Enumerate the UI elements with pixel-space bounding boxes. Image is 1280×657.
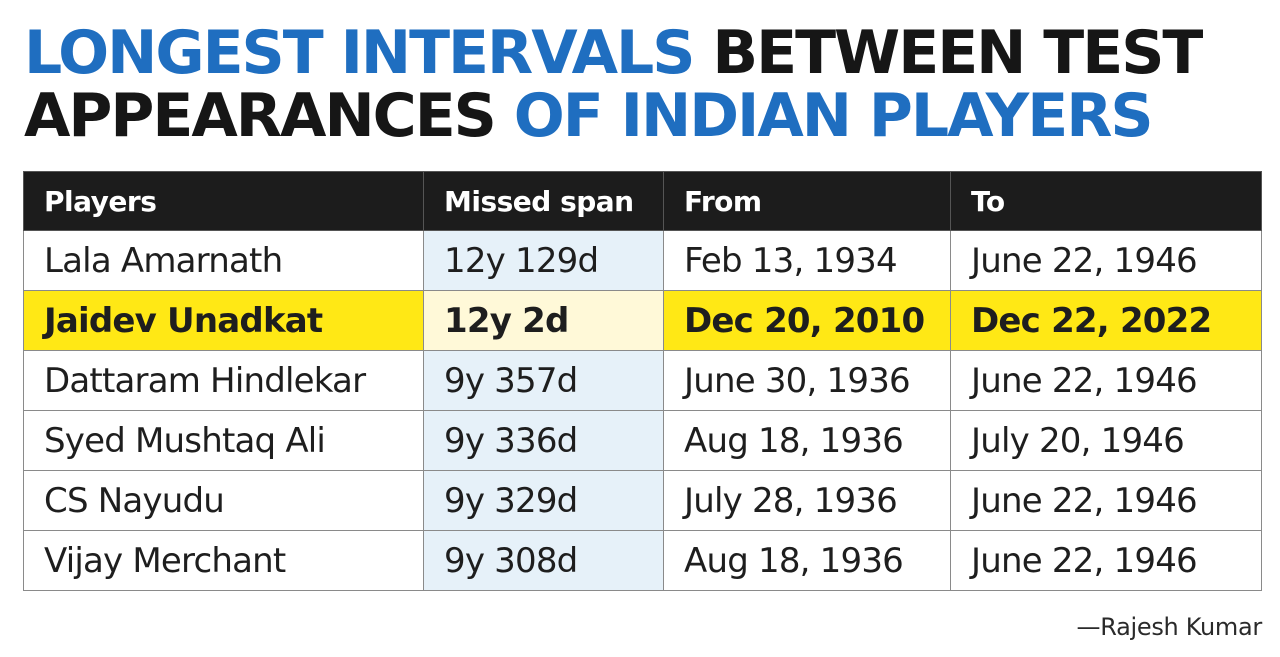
header-missed-span: Missed span — [423, 171, 664, 231]
title-line-2-highlight: OF INDIAN PLAYERS — [494, 81, 1154, 151]
cell-from: July 28, 1936 — [663, 470, 951, 531]
cell-to: June 22, 1946 — [950, 530, 1262, 591]
cell-player: Lala Amarnath — [23, 230, 424, 291]
cell-player: Jaidev Unadkat — [23, 290, 424, 351]
cell-player: CS Nayudu — [23, 470, 424, 531]
title-line-1: LONGEST INTERVALS BETWEEN TEST — [24, 22, 1264, 85]
table-row: Dattaram Hindlekar 9y 357d June 30, 1936… — [23, 350, 1262, 411]
cell-from: Dec 20, 2010 — [663, 290, 951, 351]
cell-player: Dattaram Hindlekar — [23, 350, 424, 411]
title-line-2-start: APPEARANCES — [24, 81, 497, 151]
cell-player: Syed Mushtaq Ali — [23, 410, 424, 471]
header-to: To — [950, 171, 1262, 231]
chart-title: LONGEST INTERVALS BETWEEN TEST APPEARANC… — [24, 22, 1264, 148]
cell-missed-span: 9y 336d — [423, 410, 664, 471]
cell-missed-span: 12y 2d — [423, 290, 664, 351]
title-line-1-highlight: LONGEST INTERVALS — [24, 18, 695, 88]
cell-from: Aug 18, 1936 — [663, 530, 951, 591]
table-header-row: Players Missed span From To — [23, 171, 1262, 231]
cell-missed-span: 9y 308d — [423, 530, 664, 591]
byline-credit: —Rajesh Kumar — [1076, 613, 1263, 641]
title-line-1-rest: BETWEEN TEST — [693, 18, 1203, 88]
cell-to: June 22, 1946 — [950, 470, 1262, 531]
table-row: CS Nayudu 9y 329d July 28, 1936 June 22,… — [23, 470, 1262, 531]
table-row: Vijay Merchant 9y 308d Aug 18, 1936 June… — [23, 530, 1262, 591]
cell-player: Vijay Merchant — [23, 530, 424, 591]
header-players: Players — [23, 171, 424, 231]
cell-to: June 22, 1946 — [950, 350, 1262, 411]
table-row: Lala Amarnath 12y 129d Feb 13, 1934 June… — [23, 230, 1262, 291]
title-line-2: APPEARANCES OF INDIAN PLAYERS — [24, 85, 1264, 148]
cell-to: June 22, 1946 — [950, 230, 1262, 291]
intervals-table: Players Missed span From To Lala Amarnat… — [23, 171, 1262, 591]
cell-missed-span: 12y 129d — [423, 230, 664, 291]
cell-missed-span: 9y 329d — [423, 470, 664, 531]
table-row: Syed Mushtaq Ali 9y 336d Aug 18, 1936 Ju… — [23, 410, 1262, 471]
cell-from: June 30, 1936 — [663, 350, 951, 411]
cell-from: Aug 18, 1936 — [663, 410, 951, 471]
header-from: From — [663, 171, 951, 231]
cell-to: Dec 22, 2022 — [950, 290, 1262, 351]
table-row-highlighted: Jaidev Unadkat 12y 2d Dec 20, 2010 Dec 2… — [23, 290, 1262, 351]
cell-to: July 20, 1946 — [950, 410, 1262, 471]
cell-from: Feb 13, 1934 — [663, 230, 951, 291]
cell-missed-span: 9y 357d — [423, 350, 664, 411]
